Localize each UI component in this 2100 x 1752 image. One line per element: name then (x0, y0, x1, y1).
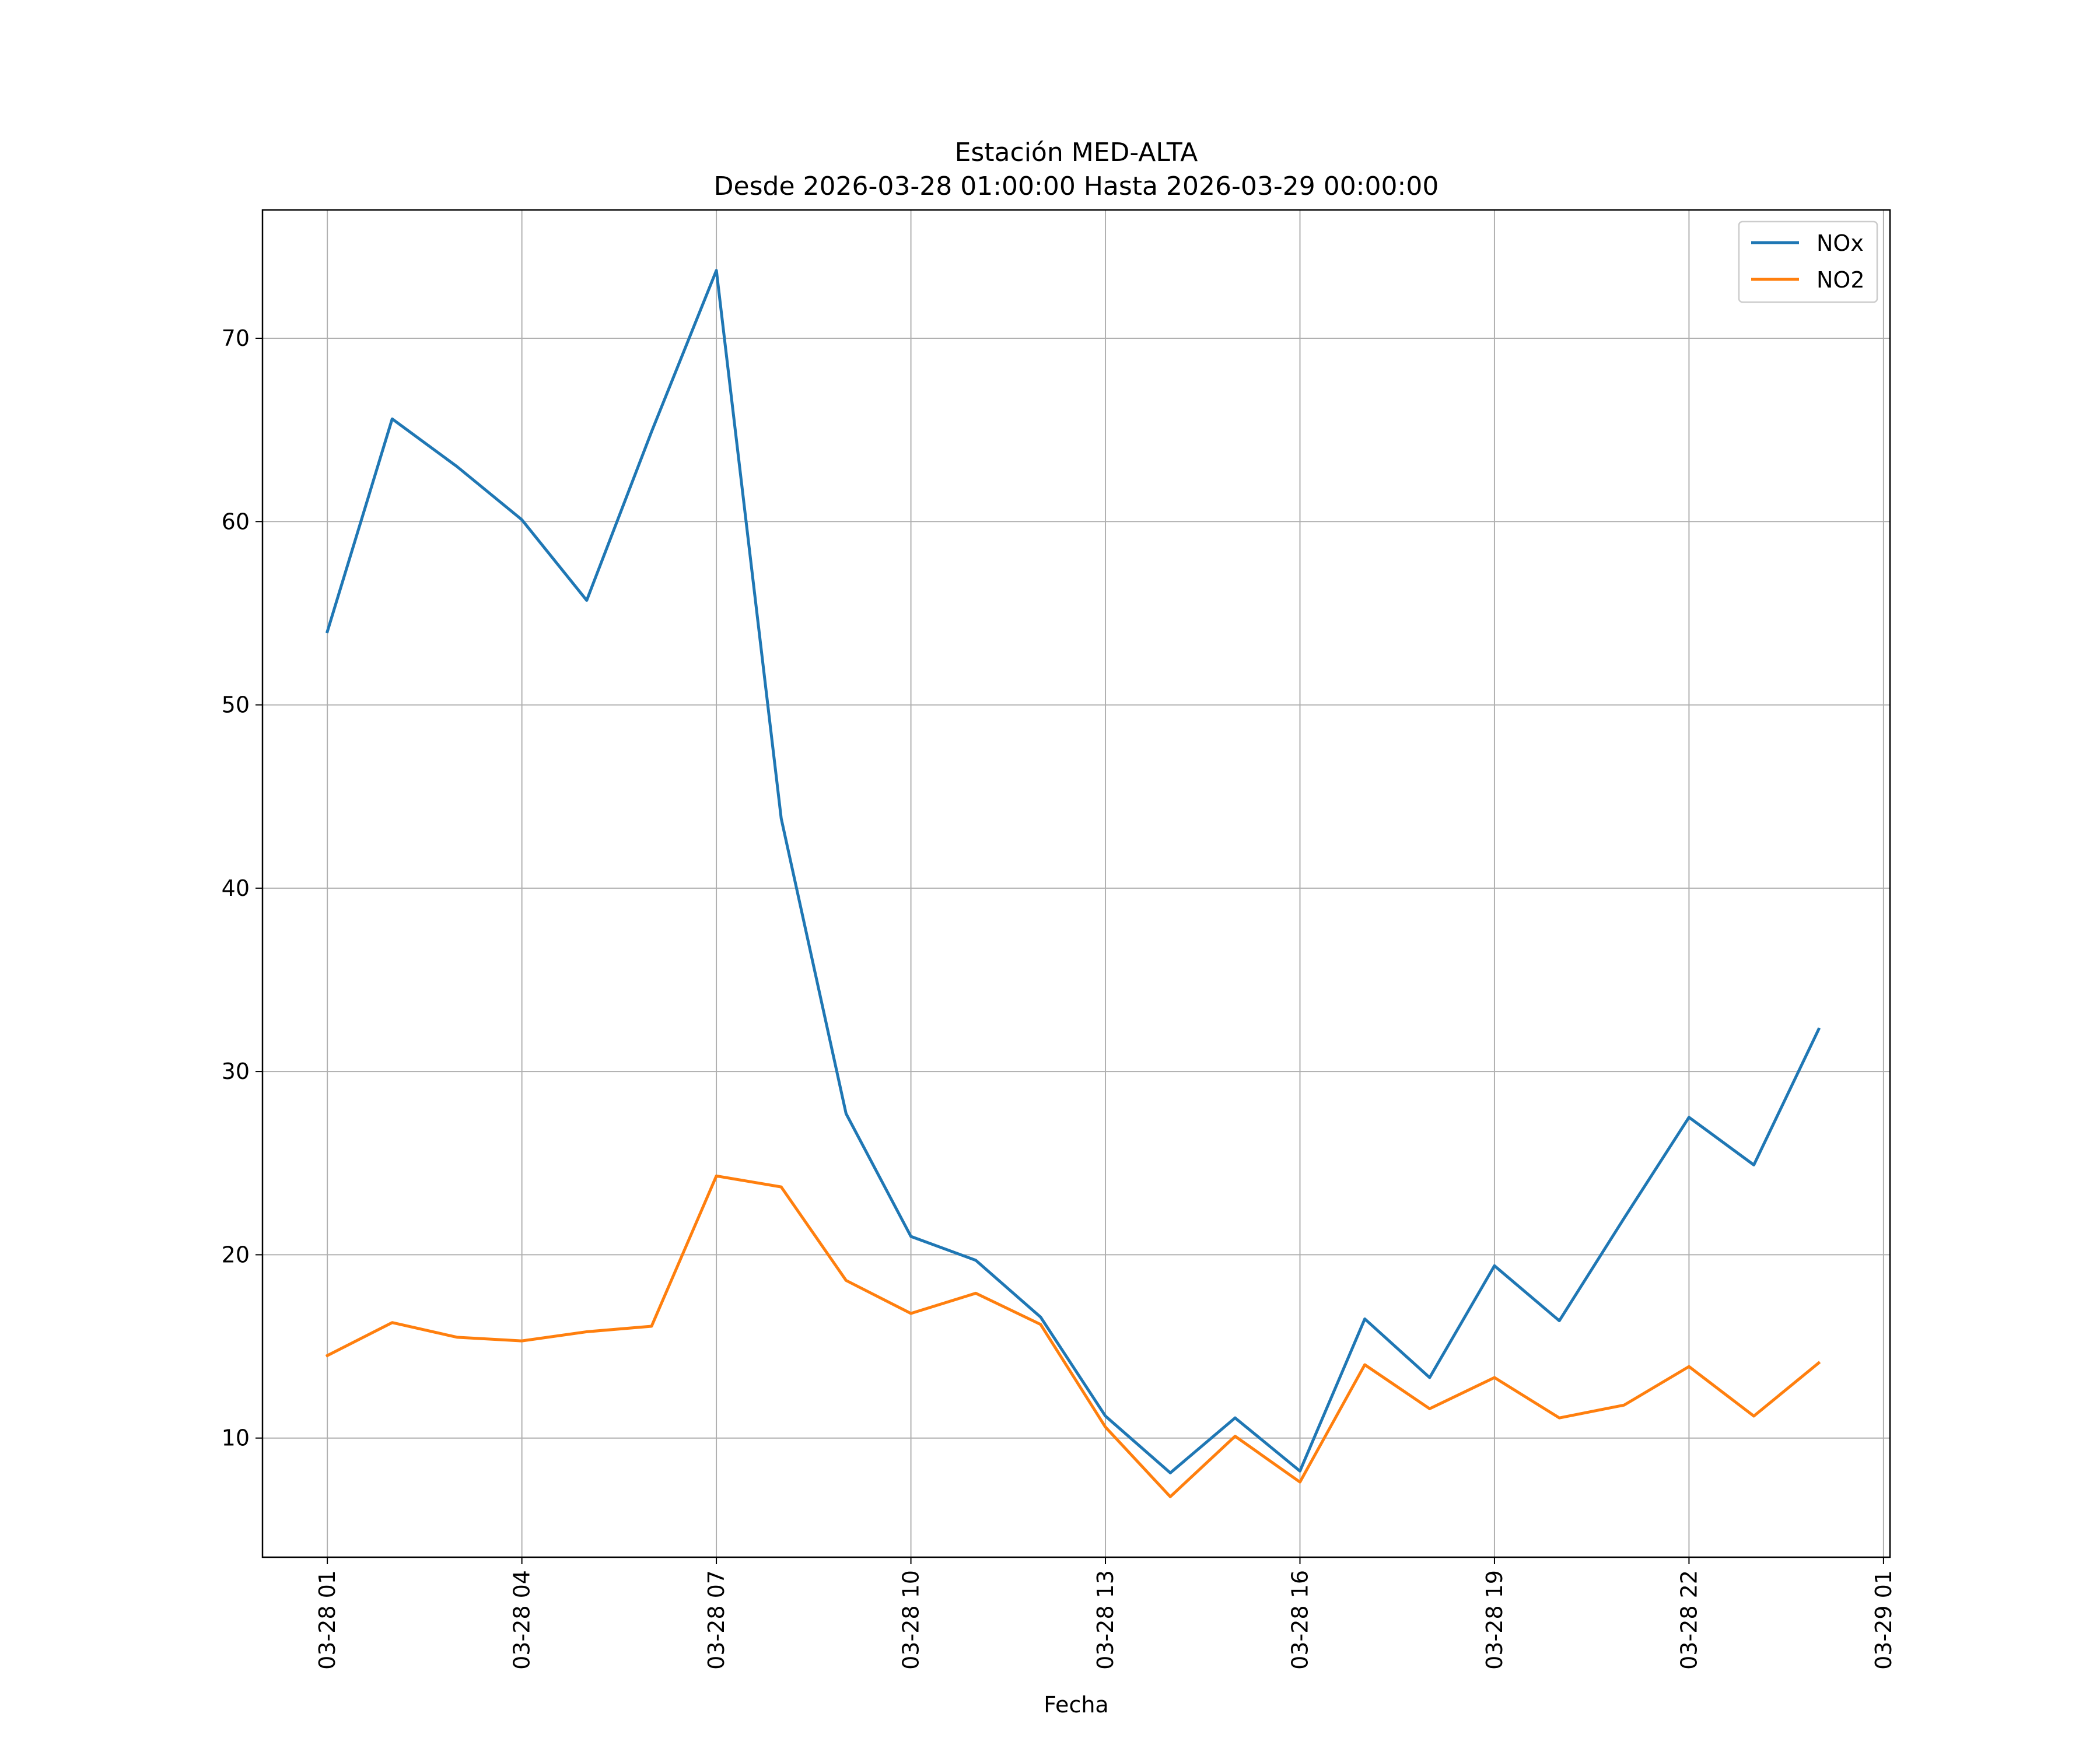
x-tick-label: 03-28 04 (509, 1570, 535, 1670)
y-tick-label: 60 (222, 509, 250, 534)
series-line-no2 (325, 1174, 1821, 1498)
x-tick-label: 03-28 16 (1287, 1570, 1312, 1670)
y-tick-label: 30 (222, 1059, 250, 1084)
y-tick-label: 20 (222, 1242, 250, 1267)
y-tick-label: 40 (222, 875, 250, 901)
legend-label-nox: NOx (1817, 230, 1864, 256)
x-tick-label: 03-28 22 (1676, 1570, 1702, 1670)
y-tick-label: 50 (222, 692, 250, 718)
chart-subtitle: Desde 2026-03-28 01:00:00 Hasta 2026-03-… (714, 171, 1439, 201)
legend: NOx NO2 (1738, 220, 1878, 303)
y-tick-label: 70 (222, 325, 250, 351)
x-axis-label: Fecha (1044, 1692, 1108, 1718)
chart-title: Estación MED-ALTA (955, 138, 1198, 167)
x-tick-label: 03-28 19 (1482, 1570, 1507, 1670)
series-line-nox (326, 269, 1821, 1474)
axes-frame (261, 209, 1891, 1558)
series-lines (325, 269, 1821, 1498)
y-tick-label: 10 (222, 1425, 250, 1451)
x-tick-label: 03-28 13 (1093, 1570, 1118, 1670)
x-tick-label: 03-28 10 (898, 1570, 924, 1670)
legend-label-no2: NO2 (1817, 267, 1865, 293)
x-tick-label: 03-28 07 (704, 1570, 729, 1670)
x-tick-label: 03-29 01 (1871, 1570, 1896, 1670)
grid (262, 210, 1890, 1557)
axis-ticks: 10 20 30 40 50 60 70 03-28 01 03-28 04 03-28 07 03… (222, 325, 1896, 1670)
x-tick-label: 03-28 01 (314, 1570, 340, 1670)
